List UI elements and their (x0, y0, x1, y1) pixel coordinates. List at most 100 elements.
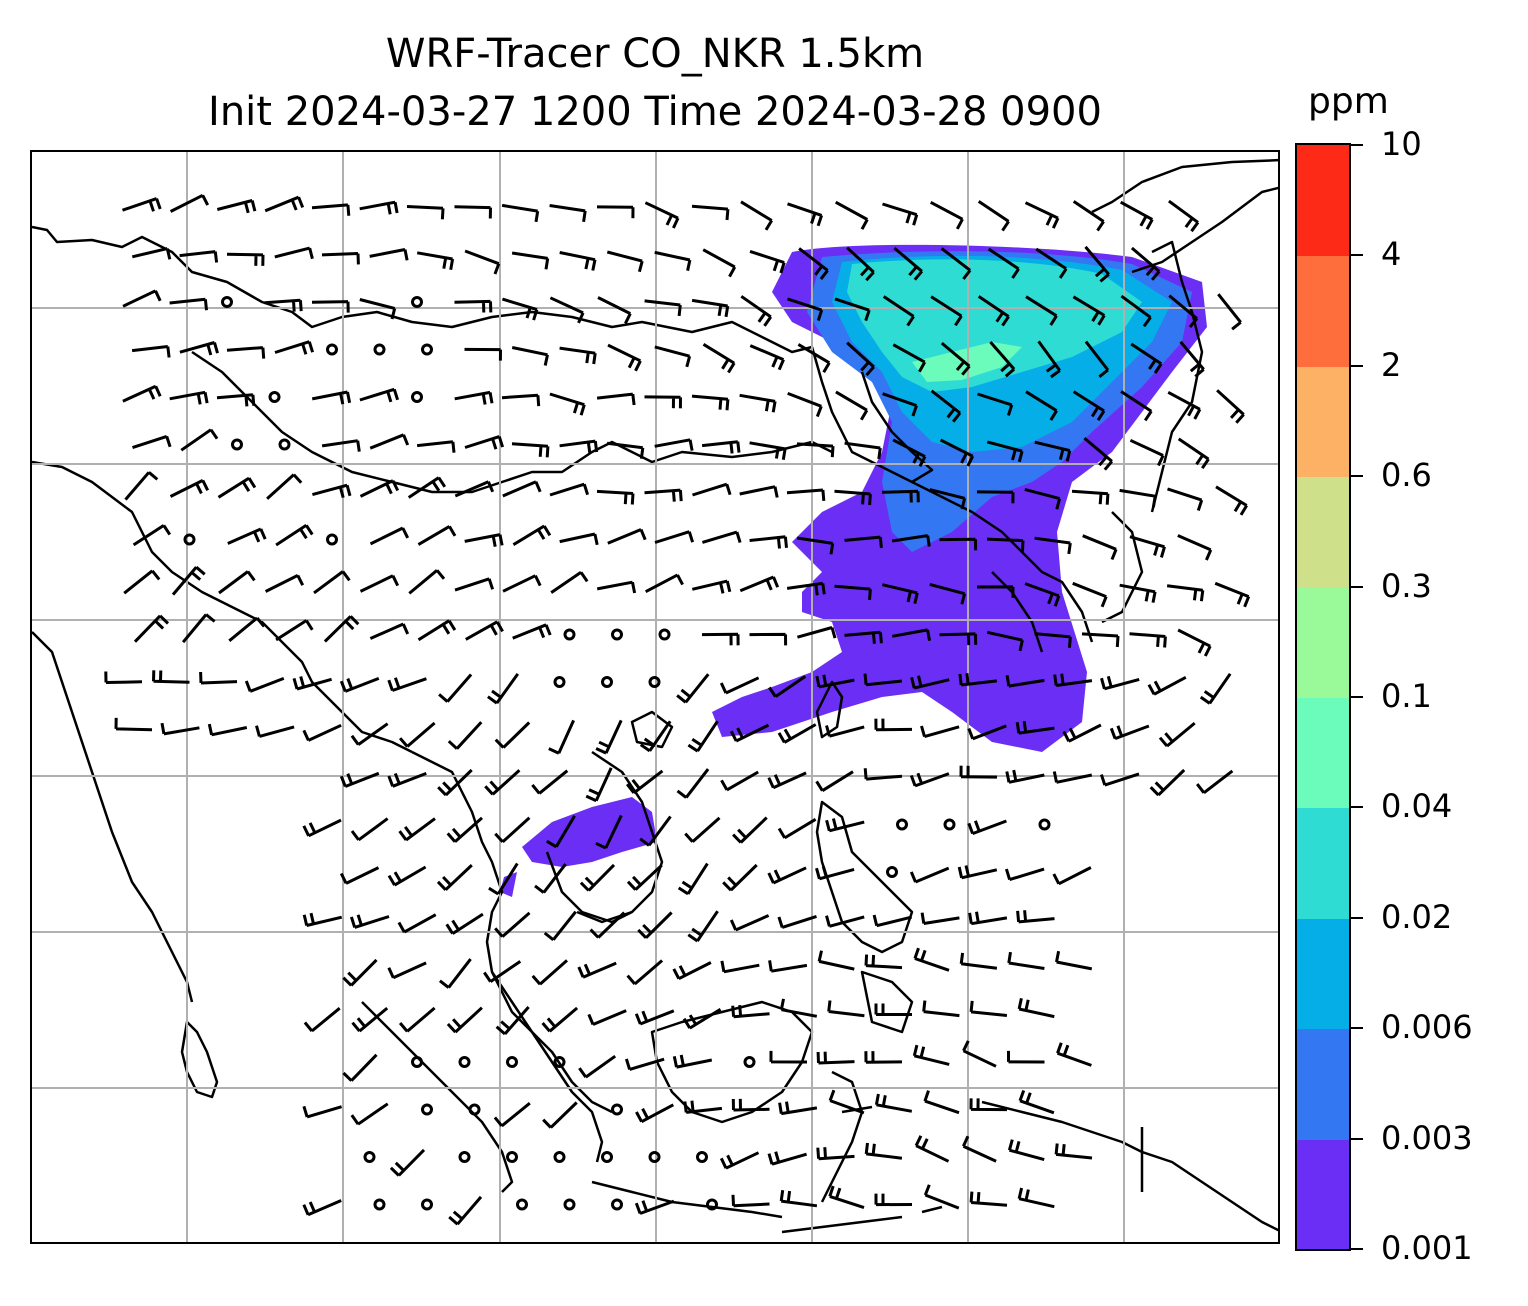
wind-barb (986, 440, 1024, 463)
wind-barb (446, 816, 483, 843)
wind-barb-calm (326, 343, 338, 356)
wind-barb (416, 251, 455, 271)
chart-title-line-2: Init 2024-03-27 1200 Time 2024-03-28 090… (208, 89, 1102, 135)
wind-barb (549, 392, 586, 416)
wind-barb (1017, 1187, 1055, 1209)
wind-barb (626, 864, 663, 891)
wind-barb (436, 864, 473, 891)
wind-barb (893, 246, 924, 281)
wind-barb (732, 816, 768, 844)
wind-barb (892, 343, 927, 373)
wind-barb (825, 818, 865, 833)
wind-barb (1129, 535, 1166, 558)
wind-barb (311, 390, 352, 405)
wind-barb (169, 390, 209, 405)
wind-barb (672, 1054, 713, 1069)
coast-srilanka (180, 1020, 219, 1099)
wind-barb (962, 1135, 997, 1163)
wind-barb-calm (648, 676, 661, 688)
wind-barb (1119, 488, 1157, 508)
wind-barb (1215, 485, 1248, 516)
wind-barb (677, 862, 709, 896)
wind-barb-calm (268, 391, 281, 403)
wind-barb (635, 1103, 675, 1124)
wind-barb (729, 914, 770, 932)
wind-barb-calm (421, 1103, 433, 1116)
wind-barb (1166, 584, 1205, 602)
wind-barb (816, 1147, 855, 1161)
wind-barb (1177, 534, 1213, 561)
wind-barb-calm (183, 533, 196, 546)
wind-barb (1007, 1139, 1045, 1162)
colorbar-segment (1297, 586, 1349, 698)
wind-barb (1024, 487, 1062, 510)
wind-barb (559, 251, 597, 271)
wind-barb (104, 671, 143, 684)
wind-barb-calm (696, 1151, 708, 1163)
wind-barb (1015, 720, 1055, 735)
wind-barb (387, 865, 427, 887)
colorbar-tick (1351, 144, 1363, 146)
wind-barb (274, 246, 314, 260)
wind-barb (454, 390, 494, 405)
colorbar-tick-label: 0.001 (1381, 1229, 1473, 1267)
coast-vietnam (576, 750, 664, 924)
wind-barb (1054, 1143, 1093, 1160)
wind-barb (1120, 294, 1152, 328)
wind-barb (929, 582, 967, 605)
wind-barb (596, 392, 636, 406)
wind-barb (596, 489, 635, 505)
wind-barb (483, 960, 522, 983)
wind-barb (179, 341, 219, 356)
colorbar-segment (1297, 365, 1349, 478)
wind-barb (739, 393, 777, 413)
wind-barb (339, 866, 380, 885)
wind-barb (417, 525, 457, 546)
wind-barb (969, 1098, 1008, 1112)
wind-barb (133, 614, 170, 643)
wind-barb (874, 718, 913, 732)
wind-barb (731, 1194, 770, 1208)
coast-borneo (650, 1000, 814, 1124)
wind-barb (844, 535, 883, 549)
wind-barb-calm (278, 438, 291, 451)
wind-barb (596, 580, 637, 594)
wind-barb (550, 571, 589, 594)
wind-barb (701, 530, 742, 544)
wind-barb (199, 671, 238, 685)
wind-barb (359, 298, 397, 320)
wind-barb (541, 1006, 579, 1033)
wind-barb (1083, 436, 1114, 471)
wind-barb (844, 630, 883, 644)
wind-barb (796, 626, 837, 639)
wind-barb (1062, 723, 1102, 743)
wind-barb (1196, 769, 1234, 794)
wind-barb (798, 247, 829, 281)
tracer-plume-south (522, 797, 657, 867)
wind-barb (702, 248, 737, 278)
wind-barb-calm (458, 1056, 471, 1068)
wind-barb (244, 676, 285, 693)
colorbar-tick (1351, 916, 1363, 919)
wind-barb (275, 619, 314, 642)
wind-barb (779, 998, 818, 1018)
wind-barb (387, 677, 427, 692)
wind-barb-calm (611, 1103, 623, 1116)
wind-barb (549, 482, 590, 497)
wind-barb (1052, 771, 1093, 784)
wind-barb (644, 573, 684, 594)
wind-barb (217, 476, 257, 499)
wind-barb (218, 570, 256, 595)
wind-barb (834, 584, 872, 601)
colorbar-segment (1297, 1138, 1349, 1249)
wind-barb (114, 717, 153, 732)
wind-barb (448, 1195, 483, 1226)
wind-barb (577, 961, 617, 979)
wind-barb (350, 1102, 389, 1126)
wind-barb (722, 863, 758, 892)
wind-barb (169, 297, 208, 311)
wind-barb (909, 772, 950, 788)
wind-barb (692, 482, 732, 497)
wind-barb (417, 619, 457, 642)
wind-barb (846, 341, 875, 377)
